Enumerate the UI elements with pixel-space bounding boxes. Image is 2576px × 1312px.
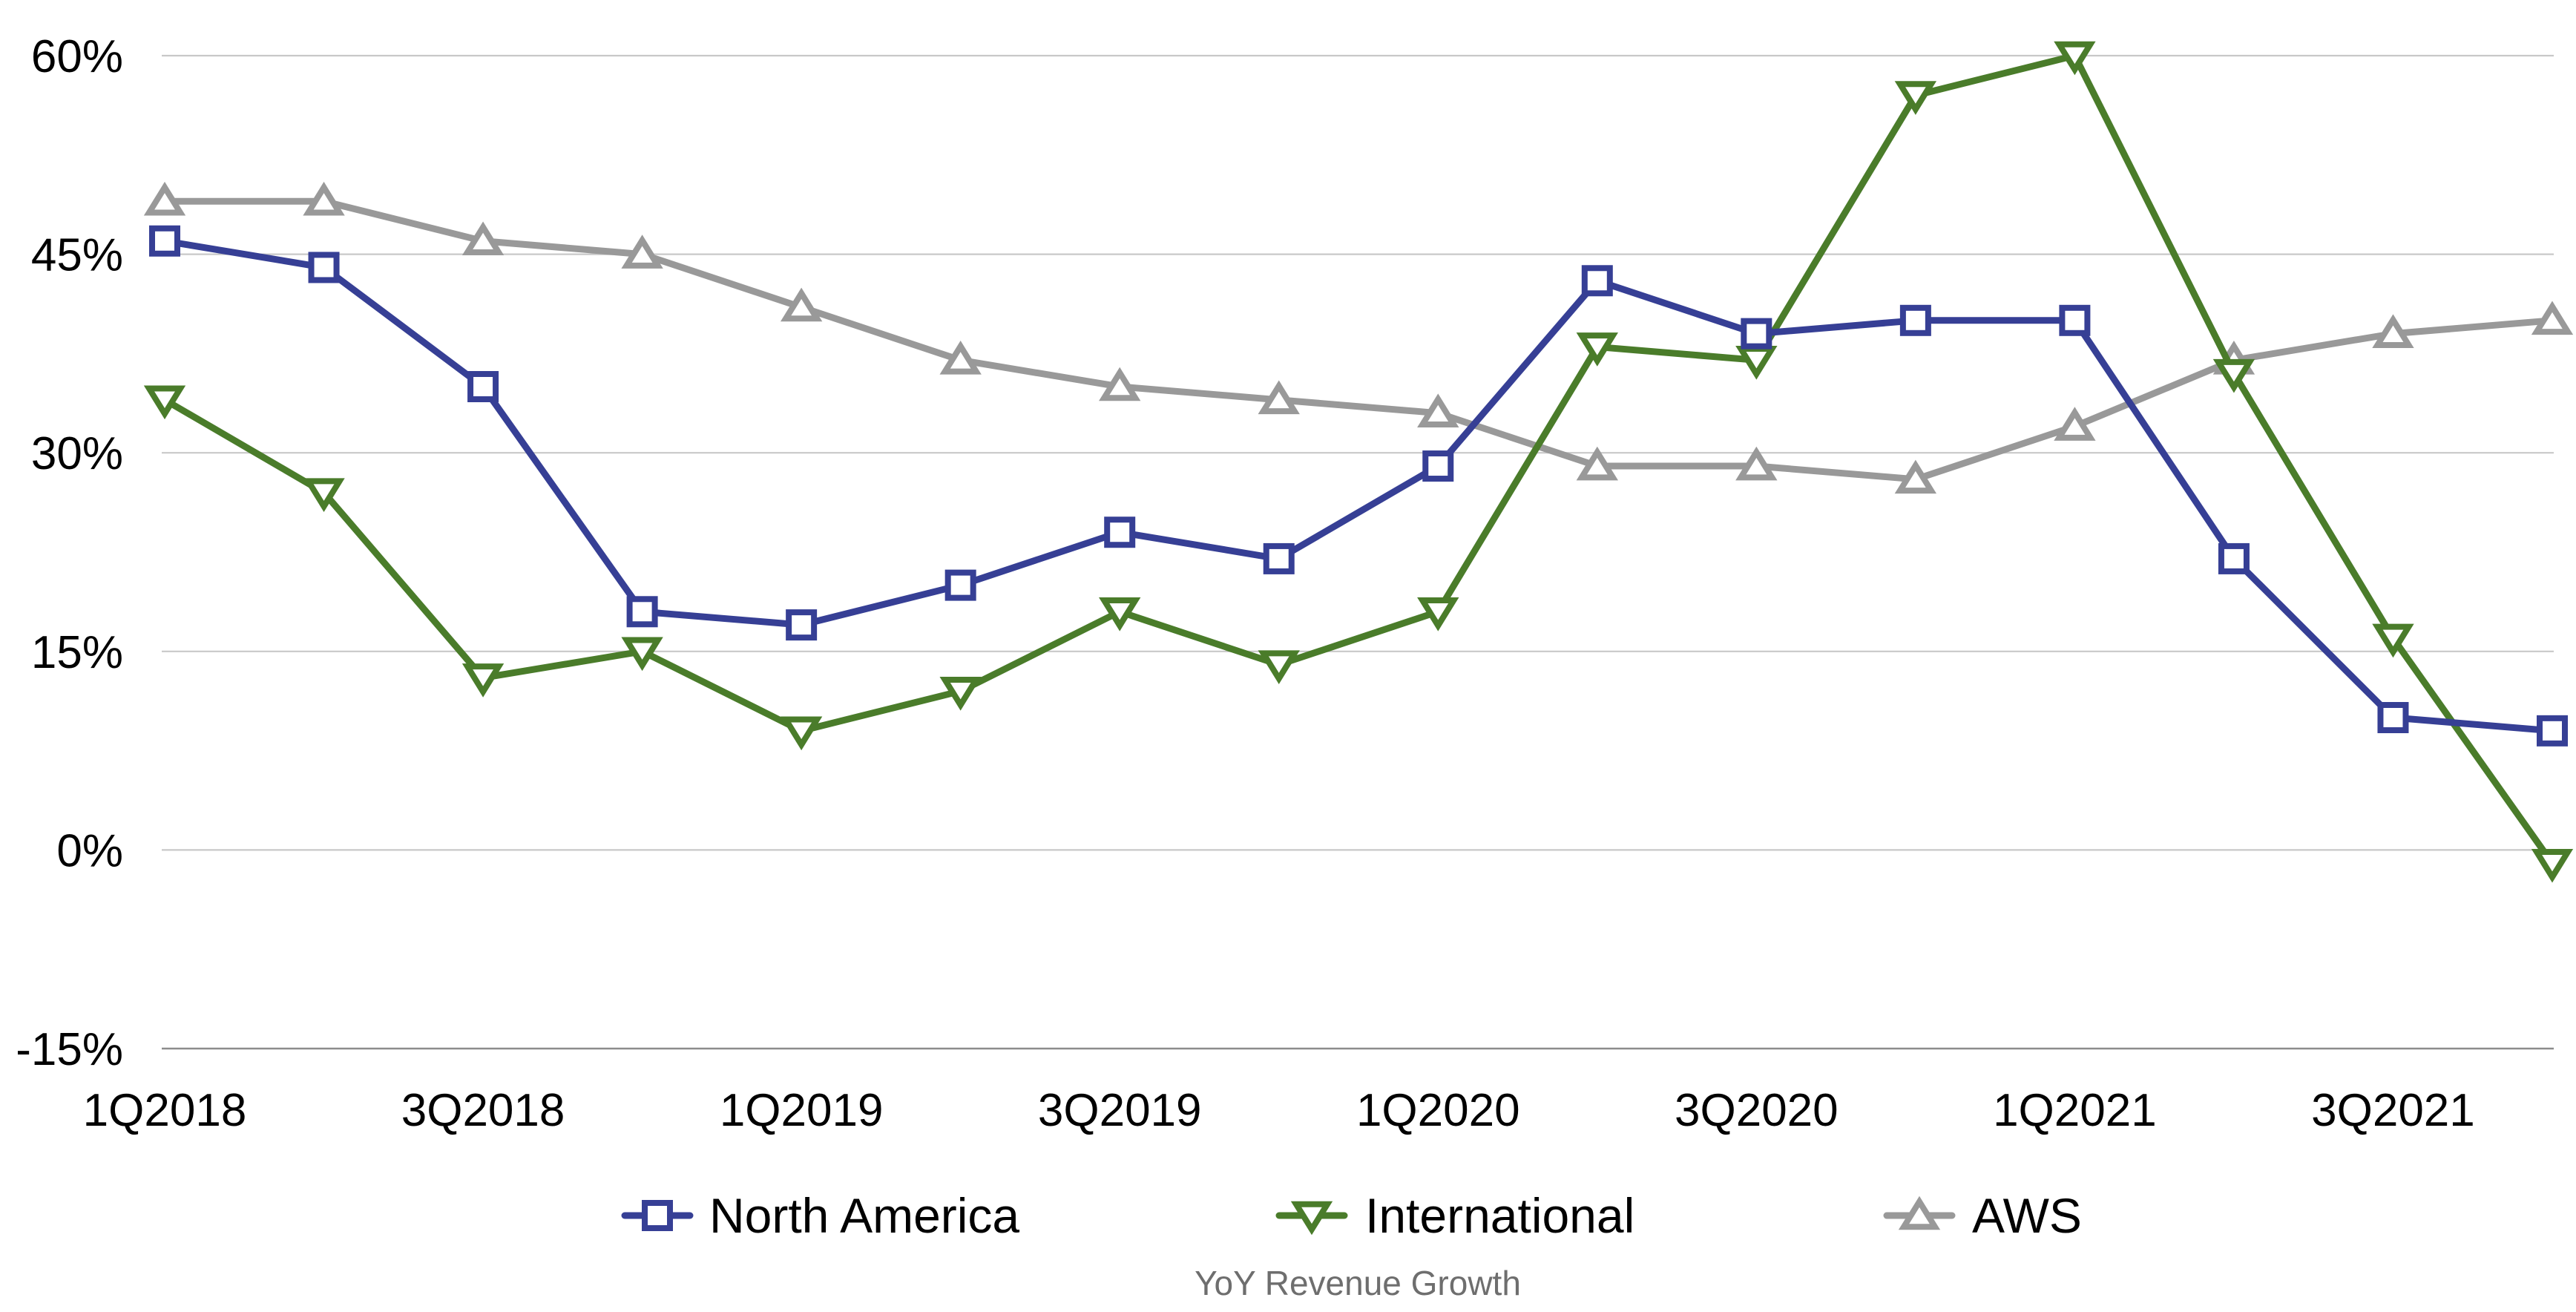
- legend-marker-north-america: [642, 1200, 673, 1231]
- x-tick-label: 1Q2020: [1356, 1085, 1520, 1136]
- y-tick-label: 0%: [56, 825, 123, 876]
- data-point-international-4q2021: [2531, 848, 2574, 883]
- legend-label-aws: AWS: [1972, 1188, 2082, 1243]
- data-point-aws-4q2020: [1894, 459, 1937, 494]
- y-tick-label: 30%: [31, 428, 123, 479]
- legend-item-north-america: North America: [621, 1188, 1019, 1243]
- chart-caption: YoY Revenue Growth: [1195, 1264, 1521, 1302]
- data-point-aws-3q2020: [1735, 446, 1778, 481]
- data-point-aws-1q2021: [2054, 407, 2096, 441]
- x-tick-label: 3Q2021: [2311, 1085, 2475, 1136]
- data-point-aws-4q2018: [621, 234, 663, 269]
- y-tick-label: -15%: [16, 1024, 123, 1075]
- data-point-international-2q2018: [303, 478, 345, 513]
- data-point-north-america-3q2019: [1104, 516, 1136, 548]
- data-point-north-america-2q2020: [1581, 265, 1613, 297]
- data-point-international-2q2019: [939, 677, 982, 711]
- y-tick-label: 15%: [31, 627, 123, 678]
- data-point-north-america-2q2018: [308, 252, 340, 283]
- x-axis-ticks: 1Q2018 3Q2018 1Q2019 3Q2019 1Q2020 3Q2020 1Q20…: [83, 1085, 2475, 1136]
- data-point-international-1q2019: [780, 716, 823, 751]
- legend-marker-aws: [1898, 1195, 1941, 1230]
- data-point-international-2q2021: [2212, 358, 2255, 393]
- legend-marker-international: [1290, 1201, 1333, 1236]
- x-tick-label: 3Q2019: [1038, 1085, 1202, 1136]
- data-point-north-america-3q2018: [467, 371, 499, 402]
- data-point-international-2q2020: [1576, 332, 1618, 367]
- x-tick-label: 3Q2020: [1675, 1085, 1839, 1136]
- data-point-international-3q2020: [1735, 346, 1778, 380]
- data-point-north-america-4q2018: [626, 596, 658, 628]
- data-point-international-4q2020: [1894, 81, 1937, 115]
- data-point-north-america-1q2018: [149, 225, 180, 257]
- legend-label-north-america: North America: [709, 1188, 1019, 1243]
- data-point-north-america-3q2020: [1741, 318, 1772, 350]
- data-point-aws-4q2019: [1258, 380, 1300, 415]
- x-tick-label: 1Q2019: [720, 1085, 884, 1136]
- data-point-north-america-3q2021: [2377, 702, 2409, 733]
- data-point-international-1q2018: [143, 385, 186, 420]
- x-tick-label: 3Q2018: [401, 1085, 565, 1136]
- legend-label-international: International: [1365, 1188, 1634, 1243]
- data-point-north-america-1q2020: [1422, 450, 1454, 482]
- data-point-international-4q2019: [1258, 650, 1300, 684]
- data-point-north-america-2q2019: [944, 569, 976, 601]
- data-point-international-1q2020: [1417, 597, 1459, 632]
- data-point-aws-4q2021: [2531, 301, 2574, 335]
- series-international: [143, 41, 2574, 883]
- data-point-aws-3q2021: [2372, 314, 2414, 348]
- series-lines: [143, 41, 2574, 883]
- data-point-international-3q2018: [461, 663, 505, 698]
- data-point-aws-1q2019: [780, 287, 823, 322]
- series-line-international: [161, 52, 2556, 867]
- x-tick-label: 1Q2018: [83, 1085, 247, 1136]
- data-point-aws-2q2018: [303, 181, 345, 216]
- y-tick-label: 45%: [31, 230, 123, 281]
- series-north-america: [149, 225, 2568, 747]
- data-point-north-america-1q2019: [786, 609, 818, 641]
- data-point-north-america-4q2019: [1263, 542, 1295, 574]
- data-point-aws-1q2018: [143, 181, 186, 216]
- data-point-north-america-4q2021: [2537, 715, 2568, 747]
- gridlines: [162, 54, 2554, 1050]
- data-point-aws-3q2018: [461, 221, 505, 256]
- series-aws: [143, 181, 2574, 494]
- data-point-aws-3q2019: [1099, 367, 1141, 401]
- data-point-north-america-4q2020: [1899, 304, 1931, 336]
- y-tick-label: 60%: [31, 31, 123, 82]
- legend-item-aws: AWS: [1883, 1188, 2082, 1243]
- legend-item-international: International: [1275, 1188, 1634, 1243]
- data-point-aws-2q2019: [939, 341, 982, 375]
- data-point-international-4q2018: [621, 637, 663, 672]
- y-axis-ticks: 60% 45% 30% 15% 0% -15%: [16, 31, 123, 1075]
- data-point-international-3q2019: [1099, 597, 1141, 632]
- legend: North America International AWS: [621, 1188, 2082, 1243]
- data-point-north-america-2q2021: [2218, 542, 2250, 574]
- data-point-aws-2q2020: [1576, 446, 1618, 481]
- x-tick-label: 1Q2021: [1993, 1085, 2157, 1136]
- data-point-north-america-1q2021: [2059, 304, 2091, 336]
- series-line-north-america: [161, 237, 2556, 735]
- series-line-aws: [161, 197, 2556, 483]
- data-point-aws-1q2020: [1417, 393, 1459, 427]
- data-point-international-3q2021: [2372, 623, 2414, 658]
- data-point-international-1q2021: [2054, 41, 2096, 76]
